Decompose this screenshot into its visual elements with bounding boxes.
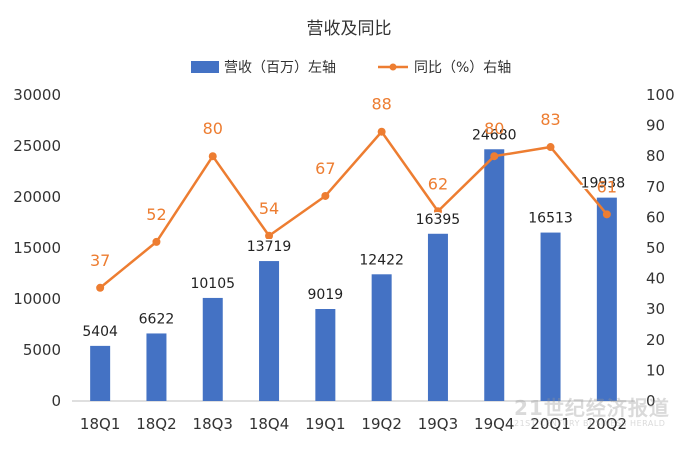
line-data-label: 88 (371, 95, 391, 114)
bar (202, 297, 223, 401)
y-right-tick-label: 80 (646, 147, 665, 165)
line-data-label: 37 (90, 251, 110, 270)
bar (427, 233, 448, 401)
line-point (96, 283, 105, 292)
line-point (265, 231, 274, 240)
y-left-tick-label: 25000 (13, 137, 61, 155)
line-point (433, 207, 442, 216)
legend-swatch-bar (191, 61, 219, 73)
line-point (377, 127, 386, 136)
bar-data-label: 13719 (247, 239, 292, 255)
line-data-label: 83 (540, 110, 560, 129)
bar-data-label: 6622 (139, 311, 175, 327)
bar-data-label: 19938 (581, 176, 626, 192)
x-tick-label: 19Q1 (305, 415, 345, 433)
bar (259, 261, 280, 401)
line-data-label: 62 (428, 174, 448, 193)
line-point (208, 152, 217, 161)
line-point (602, 210, 611, 219)
line-data-label: 67 (315, 159, 335, 178)
line-point (152, 237, 161, 246)
bar-data-label: 12422 (359, 252, 404, 268)
chart-title: 营收及同比 (307, 19, 392, 39)
x-tick-label: 20Q1 (530, 415, 570, 433)
bar (540, 232, 561, 401)
legend-label-line: 同比（%）右轴 (414, 60, 511, 76)
x-tick-label: 19Q4 (474, 415, 514, 433)
bar (596, 197, 617, 401)
y-right-tick-label: 70 (646, 178, 665, 196)
x-tick-label: 18Q3 (193, 415, 233, 433)
bar-data-label: 10105 (190, 276, 235, 292)
y-left-tick-label: 0 (51, 392, 61, 410)
bar-data-label: 16395 (416, 212, 461, 228)
line-data-label: 80 (484, 119, 504, 138)
bar (484, 149, 505, 401)
line-data-label: 52 (146, 205, 166, 224)
y-left-tick-label: 20000 (13, 188, 61, 206)
bar-data-label: 9019 (308, 287, 344, 303)
bar (90, 345, 111, 401)
y-right-tick-label: 20 (646, 331, 665, 349)
x-tick-label: 18Q1 (80, 415, 120, 433)
line-data-label: 61 (597, 177, 617, 196)
line-point (321, 191, 330, 200)
y-left-tick-label: 30000 (13, 86, 61, 104)
y-right-tick-label: 100 (646, 86, 675, 104)
line-data-label: 80 (203, 119, 223, 138)
bar-data-label: 5404 (82, 324, 118, 340)
y-right-tick-label: 90 (646, 117, 665, 135)
y-left-tick-label: 10000 (13, 290, 61, 308)
line-data-label: 54 (259, 199, 279, 218)
x-tick-label: 19Q2 (361, 415, 401, 433)
y-right-tick-label: 60 (646, 208, 665, 226)
line-point (546, 143, 555, 152)
x-tick-label: 20Q2 (587, 415, 627, 433)
bar-data-label: 16513 (528, 211, 573, 227)
y-right-tick-label: 50 (646, 239, 665, 257)
x-tick-label: 18Q2 (136, 415, 176, 433)
x-tick-label: 18Q4 (249, 415, 289, 433)
y-right-tick-label: 10 (646, 361, 665, 379)
bar (371, 274, 392, 401)
x-tick-label: 19Q3 (418, 415, 458, 433)
legend-label-bar: 营收（百万）左轴 (224, 60, 336, 76)
bar (315, 309, 336, 401)
y-left-tick-label: 5000 (23, 341, 61, 359)
y-left-tick-label: 15000 (13, 239, 61, 257)
line-point (490, 152, 499, 161)
legend-marker-line (389, 63, 397, 71)
y-right-tick-label: 40 (646, 270, 665, 288)
bar-data-label: 24680 (472, 127, 517, 143)
yoy-line (99, 130, 608, 289)
y-right-tick-label: 30 (646, 300, 665, 318)
y-right-tick-label: 0 (646, 392, 656, 410)
bar (146, 333, 167, 401)
